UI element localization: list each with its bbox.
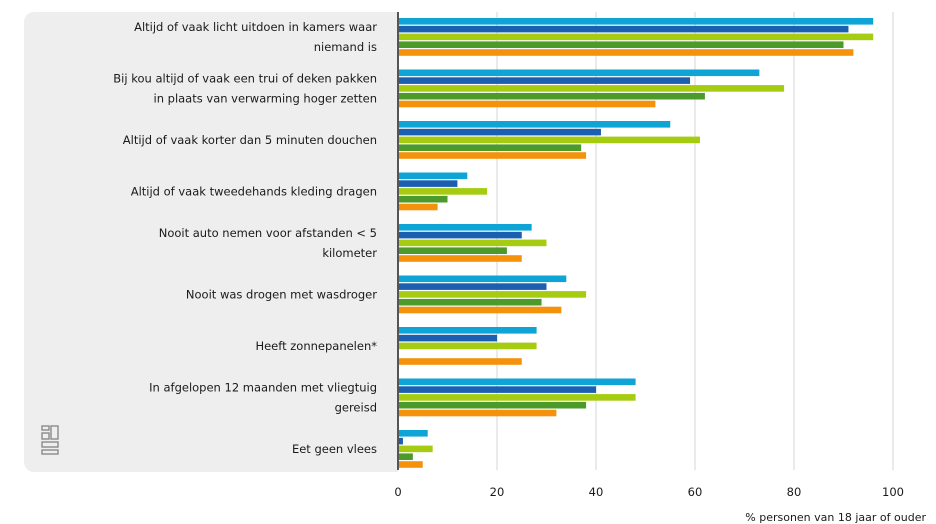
bar bbox=[399, 172, 468, 180]
category-label: Bij kou altijd of vaak een trui of deken… bbox=[113, 71, 377, 85]
bar bbox=[399, 100, 656, 108]
bar bbox=[399, 144, 582, 151]
cbs-logo-icon bbox=[41, 425, 59, 455]
bar bbox=[399, 306, 562, 314]
category-label: in plaats van verwarming hoger zetten bbox=[154, 91, 378, 105]
bar bbox=[399, 18, 874, 25]
bar bbox=[399, 358, 522, 365]
bar bbox=[399, 255, 522, 262]
bar bbox=[399, 275, 567, 283]
bar bbox=[399, 25, 849, 33]
category-label: Heeft zonnepanelen* bbox=[255, 339, 377, 353]
bar bbox=[399, 378, 636, 386]
bar bbox=[399, 430, 428, 437]
x-tick-label: 40 bbox=[589, 485, 604, 499]
bar bbox=[399, 247, 507, 254]
bar bbox=[399, 334, 497, 342]
bar bbox=[399, 409, 557, 417]
bar bbox=[399, 92, 705, 100]
category-label: niemand is bbox=[314, 40, 377, 54]
bar bbox=[399, 152, 587, 159]
bar bbox=[399, 49, 854, 56]
bar bbox=[399, 283, 547, 290]
bar bbox=[399, 394, 636, 401]
bar bbox=[399, 85, 785, 92]
bar bbox=[399, 33, 874, 41]
bar bbox=[399, 203, 438, 211]
bar bbox=[399, 41, 844, 48]
bar bbox=[399, 121, 671, 128]
bar bbox=[399, 298, 542, 306]
category-label: Altijd of vaak licht uitdoen in kamers w… bbox=[134, 20, 377, 34]
bar bbox=[399, 386, 596, 393]
bar bbox=[399, 453, 413, 460]
category-labels: Altijd of vaak licht uitdoen in kamers w… bbox=[113, 20, 377, 456]
bar bbox=[399, 401, 587, 409]
x-tick-label: 60 bbox=[688, 485, 703, 499]
bar bbox=[399, 342, 537, 350]
bar bbox=[399, 231, 522, 239]
category-label: Nooit auto nemen voor afstanden < 5 bbox=[159, 226, 377, 240]
bar bbox=[399, 180, 458, 187]
bar bbox=[399, 291, 587, 298]
bar bbox=[399, 188, 488, 195]
bar bbox=[399, 445, 433, 453]
category-label: kilometer bbox=[322, 246, 377, 260]
x-axis-label: % personen van 18 jaar of ouder bbox=[745, 511, 926, 524]
bar bbox=[399, 239, 547, 247]
category-label: Nooit was drogen met wasdroger bbox=[186, 287, 377, 301]
bar bbox=[399, 224, 532, 231]
category-label: In afgelopen 12 maanden met vliegtuig bbox=[149, 380, 377, 394]
bar bbox=[399, 77, 691, 84]
bar bbox=[399, 69, 760, 77]
bar bbox=[399, 136, 700, 144]
bar bbox=[399, 195, 448, 203]
category-label: Altijd of vaak korter dan 5 minuten douc… bbox=[123, 133, 377, 147]
bar bbox=[399, 128, 601, 136]
x-tick-label: 0 bbox=[394, 485, 401, 499]
label-panel bbox=[24, 12, 398, 472]
category-label: Altijd of vaak tweedehands kleding drage… bbox=[131, 184, 377, 198]
x-tick-label: 80 bbox=[787, 485, 802, 499]
bars bbox=[399, 18, 874, 468]
category-label: gereisd bbox=[335, 400, 377, 414]
bar bbox=[399, 437, 403, 445]
bar bbox=[399, 327, 537, 334]
x-tick-label: 100 bbox=[882, 485, 904, 499]
x-ticks: 0 20 40 60 80 100 bbox=[394, 485, 904, 499]
x-tick-label: 20 bbox=[490, 485, 505, 499]
bar bbox=[399, 461, 423, 468]
category-label: Eet geen vlees bbox=[292, 442, 377, 456]
